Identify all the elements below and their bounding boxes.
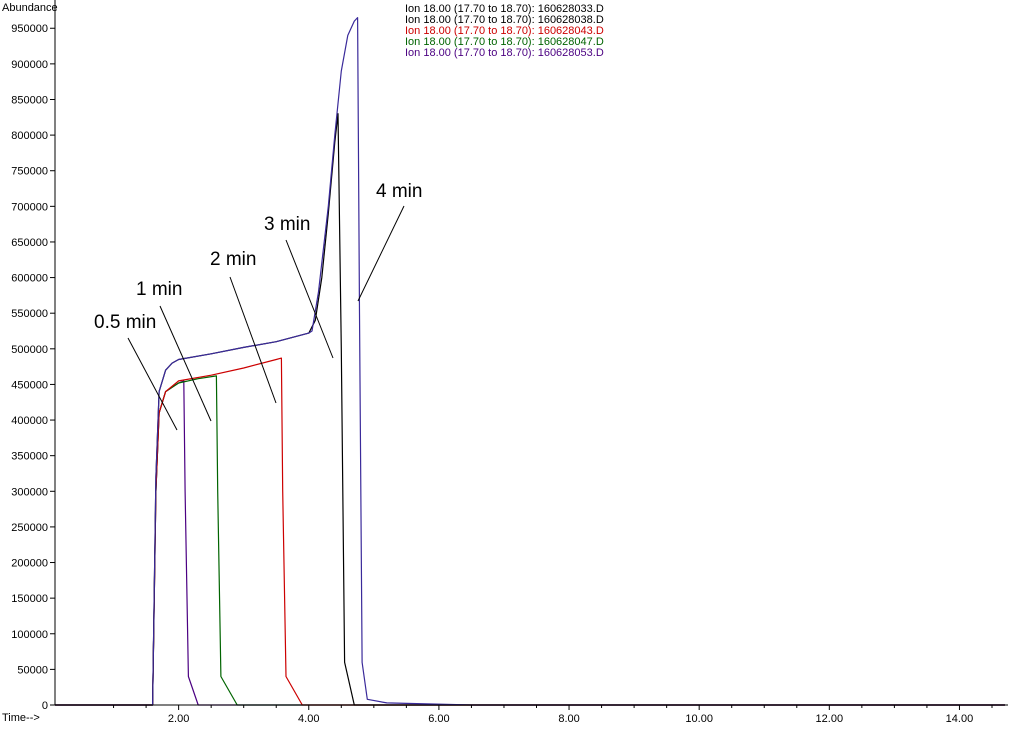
- y-tick-label: 300000: [11, 486, 48, 498]
- y-tick-label: 600000: [11, 273, 48, 285]
- y-axis-title: Abundance: [2, 2, 58, 14]
- annotation-label: 3 min: [264, 214, 310, 235]
- x-tick-label: 10.00: [685, 713, 713, 725]
- y-tick-label: 200000: [11, 558, 48, 570]
- annotation-label: 2 min: [210, 249, 256, 270]
- y-tick-label: 850000: [11, 94, 48, 106]
- y-tick-label: 750000: [11, 166, 48, 178]
- series-line-160628043.D: [55, 357, 1005, 706]
- annotation-label: 0.5 min: [94, 312, 156, 333]
- annotation-leader-line: [357, 205, 405, 302]
- annotation-leader-line: [127, 337, 178, 431]
- y-tick-label: 400000: [11, 415, 48, 427]
- y-tick-label: 550000: [11, 308, 48, 320]
- x-tick-label: 4.00: [298, 713, 319, 725]
- series-line-160628033.D: [55, 17, 1005, 706]
- y-tick-label: 500000: [11, 344, 48, 356]
- y-tick-label: 350000: [11, 451, 48, 463]
- y-tick-label: 450000: [11, 379, 48, 391]
- x-tick-label: 14.00: [946, 713, 974, 725]
- y-tick-label: 250000: [11, 522, 48, 534]
- x-tick-label: 8.00: [558, 713, 579, 725]
- y-tick-label: 700000: [11, 201, 48, 213]
- legend-entry: Ion 18.00 (17.70 to 18.70): 160628047.D: [405, 36, 604, 48]
- legend-entry: Ion 18.00 (17.70 to 18.70): 160628053.D: [405, 47, 604, 59]
- y-tick-label: 800000: [11, 130, 48, 142]
- y-tick-label: 900000: [11, 59, 48, 71]
- series-line-160628038.D: [55, 113, 1005, 706]
- y-tick-label: 50000: [17, 664, 48, 676]
- x-tick-label: 12.00: [816, 713, 844, 725]
- series-line-160628053.D: [55, 380, 1005, 706]
- x-tick-label: 6.00: [428, 713, 449, 725]
- annotation-leader-line: [229, 276, 277, 404]
- y-tick-label: 0: [42, 700, 48, 712]
- y-tick-label: 100000: [11, 629, 48, 641]
- legend-entry: Ion 18.00 (17.70 to 18.70): 160628033.D: [405, 3, 604, 15]
- annotation-leader-line: [159, 305, 212, 422]
- x-axis-title: Time-->: [2, 712, 40, 724]
- annotation-label: 4 min: [376, 181, 422, 202]
- y-tick-label: 650000: [11, 237, 48, 249]
- annotation-label: 1 min: [136, 279, 182, 300]
- legend-entry: Ion 18.00 (17.70 to 18.70): 160628043.D: [405, 25, 604, 37]
- annotation-leader-line: [285, 239, 334, 359]
- y-tick-label: 150000: [11, 593, 48, 605]
- legend-entry: Ion 18.00 (17.70 to 18.70): 160628038.D: [405, 14, 604, 26]
- y-tick-label: 950000: [11, 23, 48, 35]
- series-line-160628047.D: [55, 375, 1005, 706]
- x-tick-label: 2.00: [168, 713, 189, 725]
